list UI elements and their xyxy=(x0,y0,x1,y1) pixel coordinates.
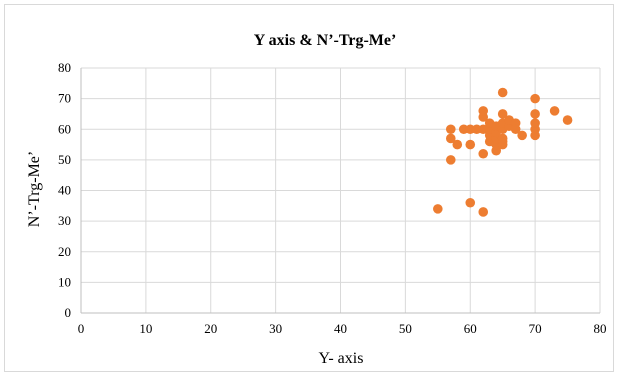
data-point xyxy=(445,124,456,135)
y-tick-label: 20 xyxy=(58,244,71,259)
data-point xyxy=(445,155,456,165)
data-point xyxy=(530,109,540,119)
data-point xyxy=(497,109,508,119)
x-tick-label: 0 xyxy=(78,321,85,336)
data-point xyxy=(497,87,508,98)
x-tick-label: 30 xyxy=(269,321,282,336)
data-point xyxy=(465,139,476,150)
data-point xyxy=(530,93,540,104)
y-axis-title: N’-Trg-Me’ xyxy=(26,151,43,227)
data-point xyxy=(433,204,443,214)
scatter-chart: Y axis & N’-Trg-Me’ 0 10 20 30 40 50 60 70 80 0 10… xyxy=(26,32,607,367)
data-point xyxy=(478,106,489,116)
x-tick-label: 40 xyxy=(334,321,347,336)
y-tick-label: 70 xyxy=(58,91,71,106)
data-point xyxy=(478,207,489,217)
chart-area: Y axis & N’-Trg-Me’ 0 10 20 30 40 50 60 70 80 0 10… xyxy=(4,4,614,372)
axes xyxy=(80,68,600,314)
data-point xyxy=(497,133,508,144)
data-point xyxy=(510,124,521,135)
y-tick-label: 60 xyxy=(58,121,71,136)
y-tick-label: 40 xyxy=(58,183,71,198)
y-tick-label: 10 xyxy=(58,274,71,289)
x-tick-label: 60 xyxy=(464,321,477,336)
x-tick-label: 10 xyxy=(139,321,152,336)
x-tick-label: 50 xyxy=(399,321,412,336)
data-point xyxy=(530,118,540,128)
data-point xyxy=(478,148,489,159)
data-point xyxy=(445,133,456,144)
data-point xyxy=(549,106,560,116)
x-tick-label: 70 xyxy=(529,321,542,336)
data-point xyxy=(465,197,476,208)
y-tick-label: 0 xyxy=(65,305,72,320)
data-point xyxy=(562,115,573,125)
data-point xyxy=(517,130,527,141)
x-tick-label: 80 xyxy=(594,321,607,336)
tick-labels: 0 10 20 30 40 50 60 70 80 0 10 20 30 40 50 60 70 80 xyxy=(58,60,607,336)
x-axis-title: Y- axis xyxy=(319,350,364,367)
gridlines xyxy=(81,67,601,313)
y-tick-label: 30 xyxy=(58,213,71,228)
y-tick-label: 50 xyxy=(58,152,71,167)
data-point xyxy=(452,139,463,150)
y-tick-label: 80 xyxy=(58,60,71,75)
chart-title: Y axis & N’-Trg-Me’ xyxy=(254,32,397,49)
x-tick-label: 20 xyxy=(204,321,217,336)
data-points xyxy=(433,87,573,217)
